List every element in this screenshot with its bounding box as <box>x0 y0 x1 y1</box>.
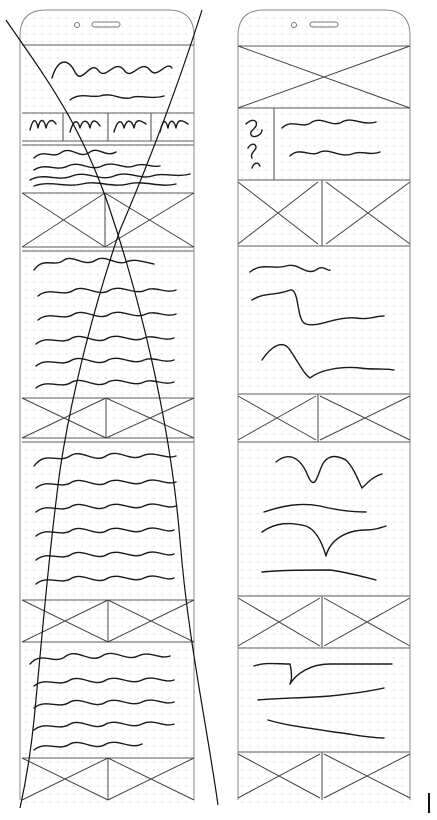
image-placeholder <box>21 192 195 248</box>
strike-through-cross <box>5 19 219 806</box>
image-placeholder <box>21 599 195 643</box>
camera-icon <box>291 22 297 28</box>
image-placeholder <box>237 753 411 799</box>
speaker-icon <box>91 21 121 28</box>
speaker-icon <box>309 21 339 28</box>
camera-icon <box>74 22 80 28</box>
tab-4-scribble <box>159 120 189 133</box>
text-cursor <box>428 793 430 813</box>
tab-3-scribble <box>113 120 147 133</box>
wireframe-right <box>237 9 411 810</box>
tab-1-scribble <box>29 119 57 131</box>
image-placeholder <box>237 597 411 647</box>
wireframe-left <box>5 9 219 810</box>
image-placeholder <box>237 45 411 109</box>
image-placeholder <box>237 395 411 441</box>
tab-2-scribble <box>69 120 101 133</box>
heading-scribble <box>51 61 173 79</box>
image-placeholder <box>21 397 195 439</box>
image-placeholder <box>21 757 195 801</box>
strike-through-cross <box>19 9 203 809</box>
phone-outline-right <box>237 9 411 372</box>
subheading-scribble <box>69 94 165 101</box>
image-placeholder <box>237 181 411 245</box>
phone-outline-left <box>19 9 195 372</box>
